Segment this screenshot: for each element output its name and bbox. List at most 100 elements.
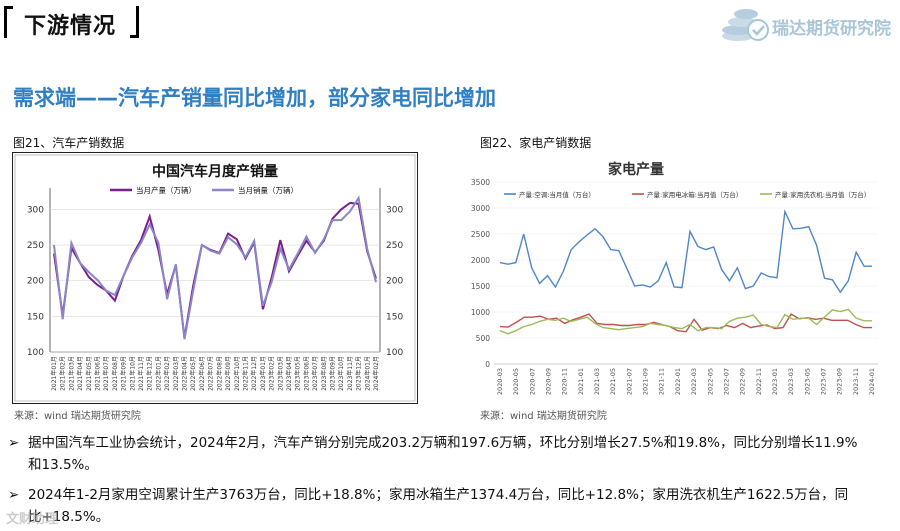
x-tick-label: 2021年02月 xyxy=(59,356,67,391)
x-tick-label: 2023年06月 xyxy=(302,356,310,391)
legend-label: 当月销量（万辆） xyxy=(238,185,298,195)
y-tick-label: 500 xyxy=(476,334,491,343)
x-tick-label: 2021年10月 xyxy=(128,356,136,391)
figure-22-source: 来源：wind 瑞达期货研究院 xyxy=(480,411,607,422)
section-subtitle: 需求端——汽车产销量同比增加，部分家电同比增加 xyxy=(13,86,496,110)
series-line-sales xyxy=(53,195,377,340)
x-tick-label: 2021年03月 xyxy=(67,356,75,391)
x-tick-label: 2023年12月 xyxy=(355,356,363,391)
x-tick-label: 2022年05月 xyxy=(189,356,197,391)
figure-21-source: 来源：wind 瑞达期货研究院 xyxy=(14,411,141,422)
x-tick-label: 2022年07月 xyxy=(207,356,215,391)
x-tick-label: 2023年01月 xyxy=(259,356,267,391)
x-tick-label: 2023年04月 xyxy=(285,356,293,391)
x-tick-label: 2021-11 xyxy=(658,368,666,395)
bullet-arrow-icon: ➢ xyxy=(8,487,20,503)
chart-inner-frame xyxy=(14,154,416,402)
y-tick-label: 3500 xyxy=(471,178,490,187)
x-tick-label: 2023年05月 xyxy=(294,356,302,391)
x-tick-label: 2023年03月 xyxy=(276,356,284,391)
x-tick-label: 2023年08月 xyxy=(320,356,328,391)
x-tick-label: 2021-01 xyxy=(577,368,585,395)
y-tick-label-left: 250 xyxy=(27,241,44,251)
y-tick-label-left: 300 xyxy=(27,205,44,215)
x-tick-label: 2021年06月 xyxy=(94,356,102,391)
page-title: 下游情况 xyxy=(24,14,117,39)
y-tick-label-right: 300 xyxy=(386,205,403,215)
x-tick-label: 2021-09 xyxy=(642,368,650,395)
x-tick-label: 2022年10月 xyxy=(233,356,241,391)
x-tick-label: 2023年07月 xyxy=(311,356,319,391)
legend-label: 产量:空调:当月值（万台） xyxy=(519,190,595,199)
bullet-auto-summary: ➢ 据中国汽车工业协会统计，2024年2月，汽车产销分别完成203.2万辆和197… xyxy=(8,432,892,476)
x-tick-label: 2021年09月 xyxy=(120,356,128,391)
bullet-text-continued: 和13.5%。 xyxy=(28,457,98,473)
x-tick-label: 2021-07 xyxy=(625,368,633,395)
figure-22-label: 图22、家电产销数据 xyxy=(480,136,592,150)
x-tick-label: 2022年03月 xyxy=(172,356,180,391)
chart-title: 家电产量 xyxy=(608,161,664,178)
x-tick-label: 2022-11 xyxy=(755,368,763,395)
x-tick-label: 2023-03 xyxy=(787,368,795,395)
x-tick-label: 2023年09月 xyxy=(328,356,336,391)
y-tick-label-right: 200 xyxy=(386,277,403,287)
x-tick-label: 2020-05 xyxy=(512,368,520,395)
auto-production-sales-chart: 中国汽车月度产销量 100 100 150 150 200 200 250 250 300 300 2… xyxy=(12,152,418,404)
x-tick-label: 2021年07月 xyxy=(102,356,110,391)
bullet-text: 据中国汽车工业协会统计，2024年2月，汽车产销分别完成203.2万辆和197.… xyxy=(28,435,858,451)
x-tick-label: 2021年01月 xyxy=(50,356,58,391)
y-tick-label-left: 100 xyxy=(27,348,44,358)
x-tick-label: 2024-01 xyxy=(868,368,876,395)
chart-frame xyxy=(12,152,418,404)
watermark: 文财助理 xyxy=(6,512,59,527)
y-tick-label: 3000 xyxy=(471,204,490,213)
series-line-ac xyxy=(499,209,872,294)
x-tick-label: 2022年06月 xyxy=(198,356,206,391)
x-tick-label: 2022年04月 xyxy=(181,356,189,391)
series-line-washer xyxy=(499,308,872,335)
x-tick-label: 2020-07 xyxy=(528,368,536,395)
company-logo xyxy=(722,9,769,41)
legend-label: 当月产量（万辆） xyxy=(136,185,196,195)
x-tick-label: 2021年05月 xyxy=(85,356,93,391)
y-tick-label: 1000 xyxy=(471,308,490,317)
logo-text: 瑞达期货研究院 xyxy=(772,19,891,39)
title-bracket-right xyxy=(130,6,139,38)
x-tick-label: 2023-05 xyxy=(803,368,811,395)
x-tick-label: 2021年04月 xyxy=(76,356,84,391)
y-tick-label: 2500 xyxy=(471,230,490,239)
y-tick-label: 0 xyxy=(485,360,490,369)
x-tick-label: 2022-03 xyxy=(690,368,698,395)
y-tick-label-left: 200 xyxy=(27,277,44,287)
bullet-appliance-summary: ➢ 2024年1-2月家用空调累计生产3763万台，同比+18.8%；家用冰箱生产… xyxy=(8,484,892,528)
chart-title: 中国汽车月度产销量 xyxy=(152,163,278,180)
x-tick-label: 2021-05 xyxy=(609,368,617,395)
title-bracket-left xyxy=(4,6,13,38)
x-tick-label: 2022年11月 xyxy=(241,356,249,391)
x-tick-label: 2022-07 xyxy=(722,368,730,395)
chart-background xyxy=(466,152,886,400)
x-tick-label: 2022-05 xyxy=(706,368,714,395)
x-tick-label: 2022年09月 xyxy=(224,356,232,391)
y-tick-label: 1500 xyxy=(471,282,490,291)
x-tick-label: 2022-01 xyxy=(674,368,682,395)
bullet-text-continued: 比+18.5%。 xyxy=(28,509,110,525)
x-tick-label: 2021年12月 xyxy=(146,356,154,391)
x-tick-label: 2020-11 xyxy=(561,368,569,395)
x-tick-label: 2020-03 xyxy=(496,368,504,395)
x-tick-label: 2022年01月 xyxy=(154,356,162,391)
x-tick-label: 2022年12月 xyxy=(250,356,258,391)
x-tick-label: 2023-07 xyxy=(819,368,827,395)
series-line-fridge xyxy=(499,313,872,333)
y-tick-label-right: 150 xyxy=(386,312,403,322)
home-appliance-production-chart: 家电产量 0 500 1000 1500 2000 2500 3000 3500 2020-03 2… xyxy=(466,152,886,400)
x-tick-label: 2021年11月 xyxy=(137,356,145,391)
x-tick-label: 2023年10月 xyxy=(337,356,345,391)
x-tick-label: 2024年02月 xyxy=(372,356,380,391)
x-tick-label: 2022-09 xyxy=(739,368,747,395)
x-tick-label: 2024年01月 xyxy=(363,356,371,391)
x-tick-label: 2022年08月 xyxy=(215,356,223,391)
y-tick-label-left: 150 xyxy=(27,312,44,322)
y-tick-label: 2000 xyxy=(471,256,490,265)
figure-21-label: 图21、汽车产销数据 xyxy=(13,136,125,150)
